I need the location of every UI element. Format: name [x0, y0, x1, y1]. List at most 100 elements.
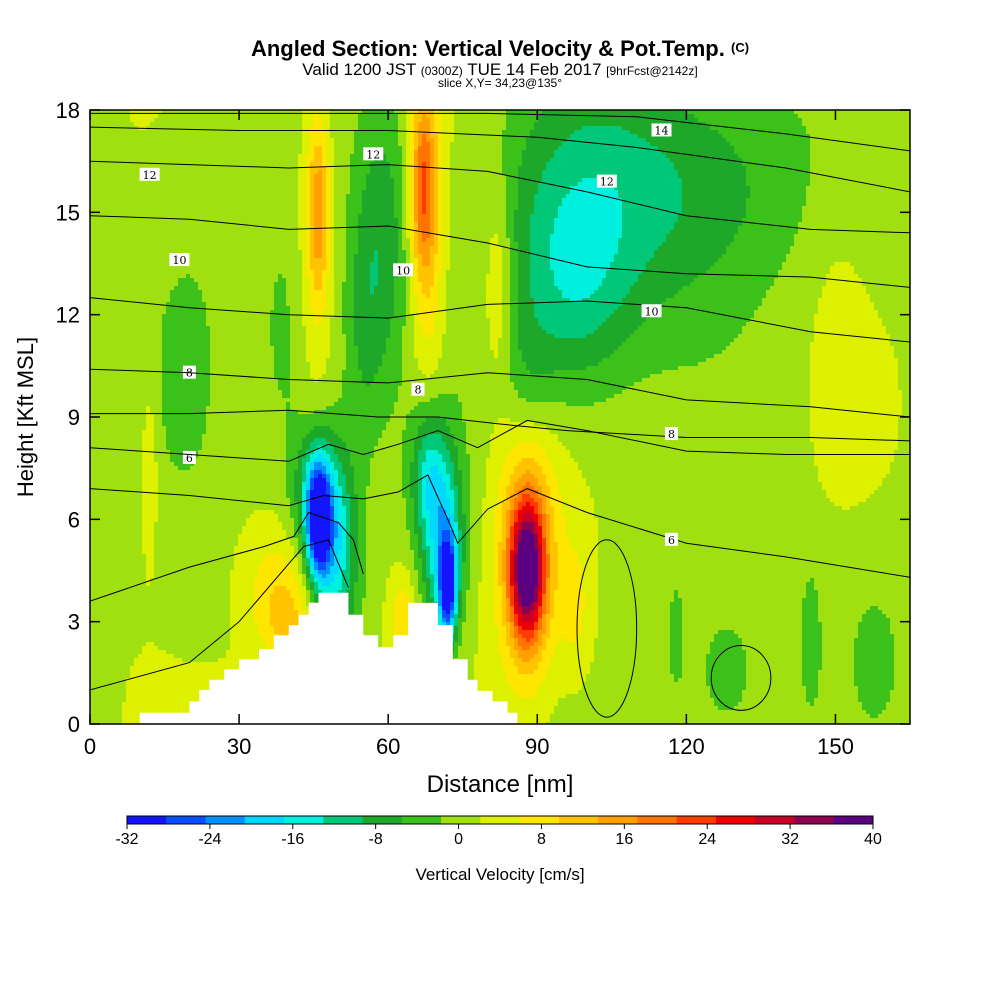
velocity-cell: [898, 126, 903, 131]
velocity-cell: [702, 186, 707, 191]
velocity-cell: [830, 182, 835, 187]
velocity-cell: [742, 154, 747, 159]
velocity-cell: [738, 118, 743, 123]
velocity-cell: [222, 118, 227, 123]
velocity-cell: [794, 186, 799, 191]
velocity-cell: [682, 150, 687, 155]
velocity-cell: [238, 110, 243, 115]
velocity-cell: [154, 134, 159, 139]
velocity-cell: [826, 114, 831, 119]
velocity-cell: [294, 166, 299, 171]
velocity-cell: [522, 194, 527, 199]
velocity-cell: [170, 178, 175, 183]
velocity-cell: [734, 150, 739, 155]
velocity-cell: [286, 182, 291, 187]
velocity-cell: [478, 190, 483, 195]
velocity-cell: [350, 110, 355, 115]
velocity-cell: [246, 114, 251, 119]
velocity-cell: [530, 198, 535, 203]
velocity-cell: [510, 170, 515, 175]
velocity-cell: [250, 126, 255, 131]
velocity-cell: [582, 146, 587, 151]
velocity-cell: [882, 174, 887, 179]
velocity-cell: [346, 122, 351, 127]
velocity-cell: [298, 114, 303, 119]
velocity-cell: [586, 154, 591, 159]
velocity-cell: [158, 158, 163, 163]
velocity-cell: [190, 154, 195, 159]
velocity-cell: [510, 150, 515, 155]
velocity-cell: [238, 146, 243, 151]
velocity-cell: [330, 158, 335, 163]
velocity-cell: [802, 198, 807, 203]
velocity-cell: [762, 182, 767, 187]
velocity-cell: [142, 158, 147, 163]
velocity-cell: [458, 150, 463, 155]
velocity-cell: [770, 138, 775, 143]
velocity-cell: [354, 166, 359, 171]
velocity-cell: [906, 118, 910, 123]
velocity-cell: [294, 110, 299, 115]
velocity-cell: [738, 114, 743, 119]
velocity-cell: [334, 158, 339, 163]
velocity-cell: [734, 154, 739, 159]
velocity-cell: [810, 110, 815, 115]
velocity-cell: [886, 130, 891, 135]
velocity-cell: [150, 194, 155, 199]
velocity-cell: [838, 138, 843, 143]
velocity-cell: [606, 118, 611, 123]
velocity-cell: [218, 166, 223, 171]
velocity-cell: [274, 114, 279, 119]
velocity-cell: [286, 190, 291, 195]
velocity-cell: [178, 190, 183, 195]
velocity-cell: [362, 194, 367, 199]
velocity-cell: [214, 202, 219, 207]
velocity-cell: [246, 118, 251, 123]
velocity-cell: [318, 194, 323, 199]
velocity-cell: [490, 166, 495, 171]
velocity-cell: [798, 170, 803, 175]
velocity-cell: [702, 142, 707, 147]
velocity-cell: [466, 158, 471, 163]
velocity-cell: [574, 170, 579, 175]
velocity-cell: [354, 190, 359, 195]
velocity-cell: [734, 190, 739, 195]
velocity-cell: [602, 138, 607, 143]
velocity-cell: [842, 146, 847, 151]
velocity-cell: [646, 118, 651, 123]
velocity-cell: [538, 202, 543, 207]
velocity-cell: [366, 126, 371, 131]
velocity-cell: [594, 190, 599, 195]
velocity-cell: [194, 170, 199, 175]
velocity-cell: [146, 190, 151, 195]
velocity-cell: [314, 190, 319, 195]
velocity-cell: [726, 198, 731, 203]
velocity-cell: [730, 174, 735, 179]
velocity-cell: [122, 174, 127, 179]
velocity-cell: [322, 202, 327, 207]
velocity-cell: [898, 186, 903, 191]
velocity-cell: [358, 138, 363, 143]
velocity-cell: [442, 158, 447, 163]
velocity-cell: [394, 162, 399, 167]
velocity-cell: [690, 146, 695, 151]
velocity-cell: [686, 154, 691, 159]
velocity-cell: [766, 146, 771, 151]
velocity-cell: [598, 170, 603, 175]
velocity-cell: [98, 154, 103, 159]
velocity-cell: [278, 190, 283, 195]
velocity-cell: [326, 130, 331, 135]
velocity-cell: [386, 202, 391, 207]
velocity-cell: [902, 134, 907, 139]
velocity-cell: [278, 162, 283, 167]
velocity-cell: [462, 118, 467, 123]
velocity-cell: [326, 182, 331, 187]
velocity-cell: [578, 122, 583, 127]
velocity-cell: [702, 174, 707, 179]
velocity-cell: [818, 186, 823, 191]
velocity-cell: [110, 146, 115, 151]
velocity-cell: [190, 118, 195, 123]
velocity-cell: [790, 166, 795, 171]
velocity-cell: [298, 150, 303, 155]
velocity-cell: [738, 146, 743, 151]
